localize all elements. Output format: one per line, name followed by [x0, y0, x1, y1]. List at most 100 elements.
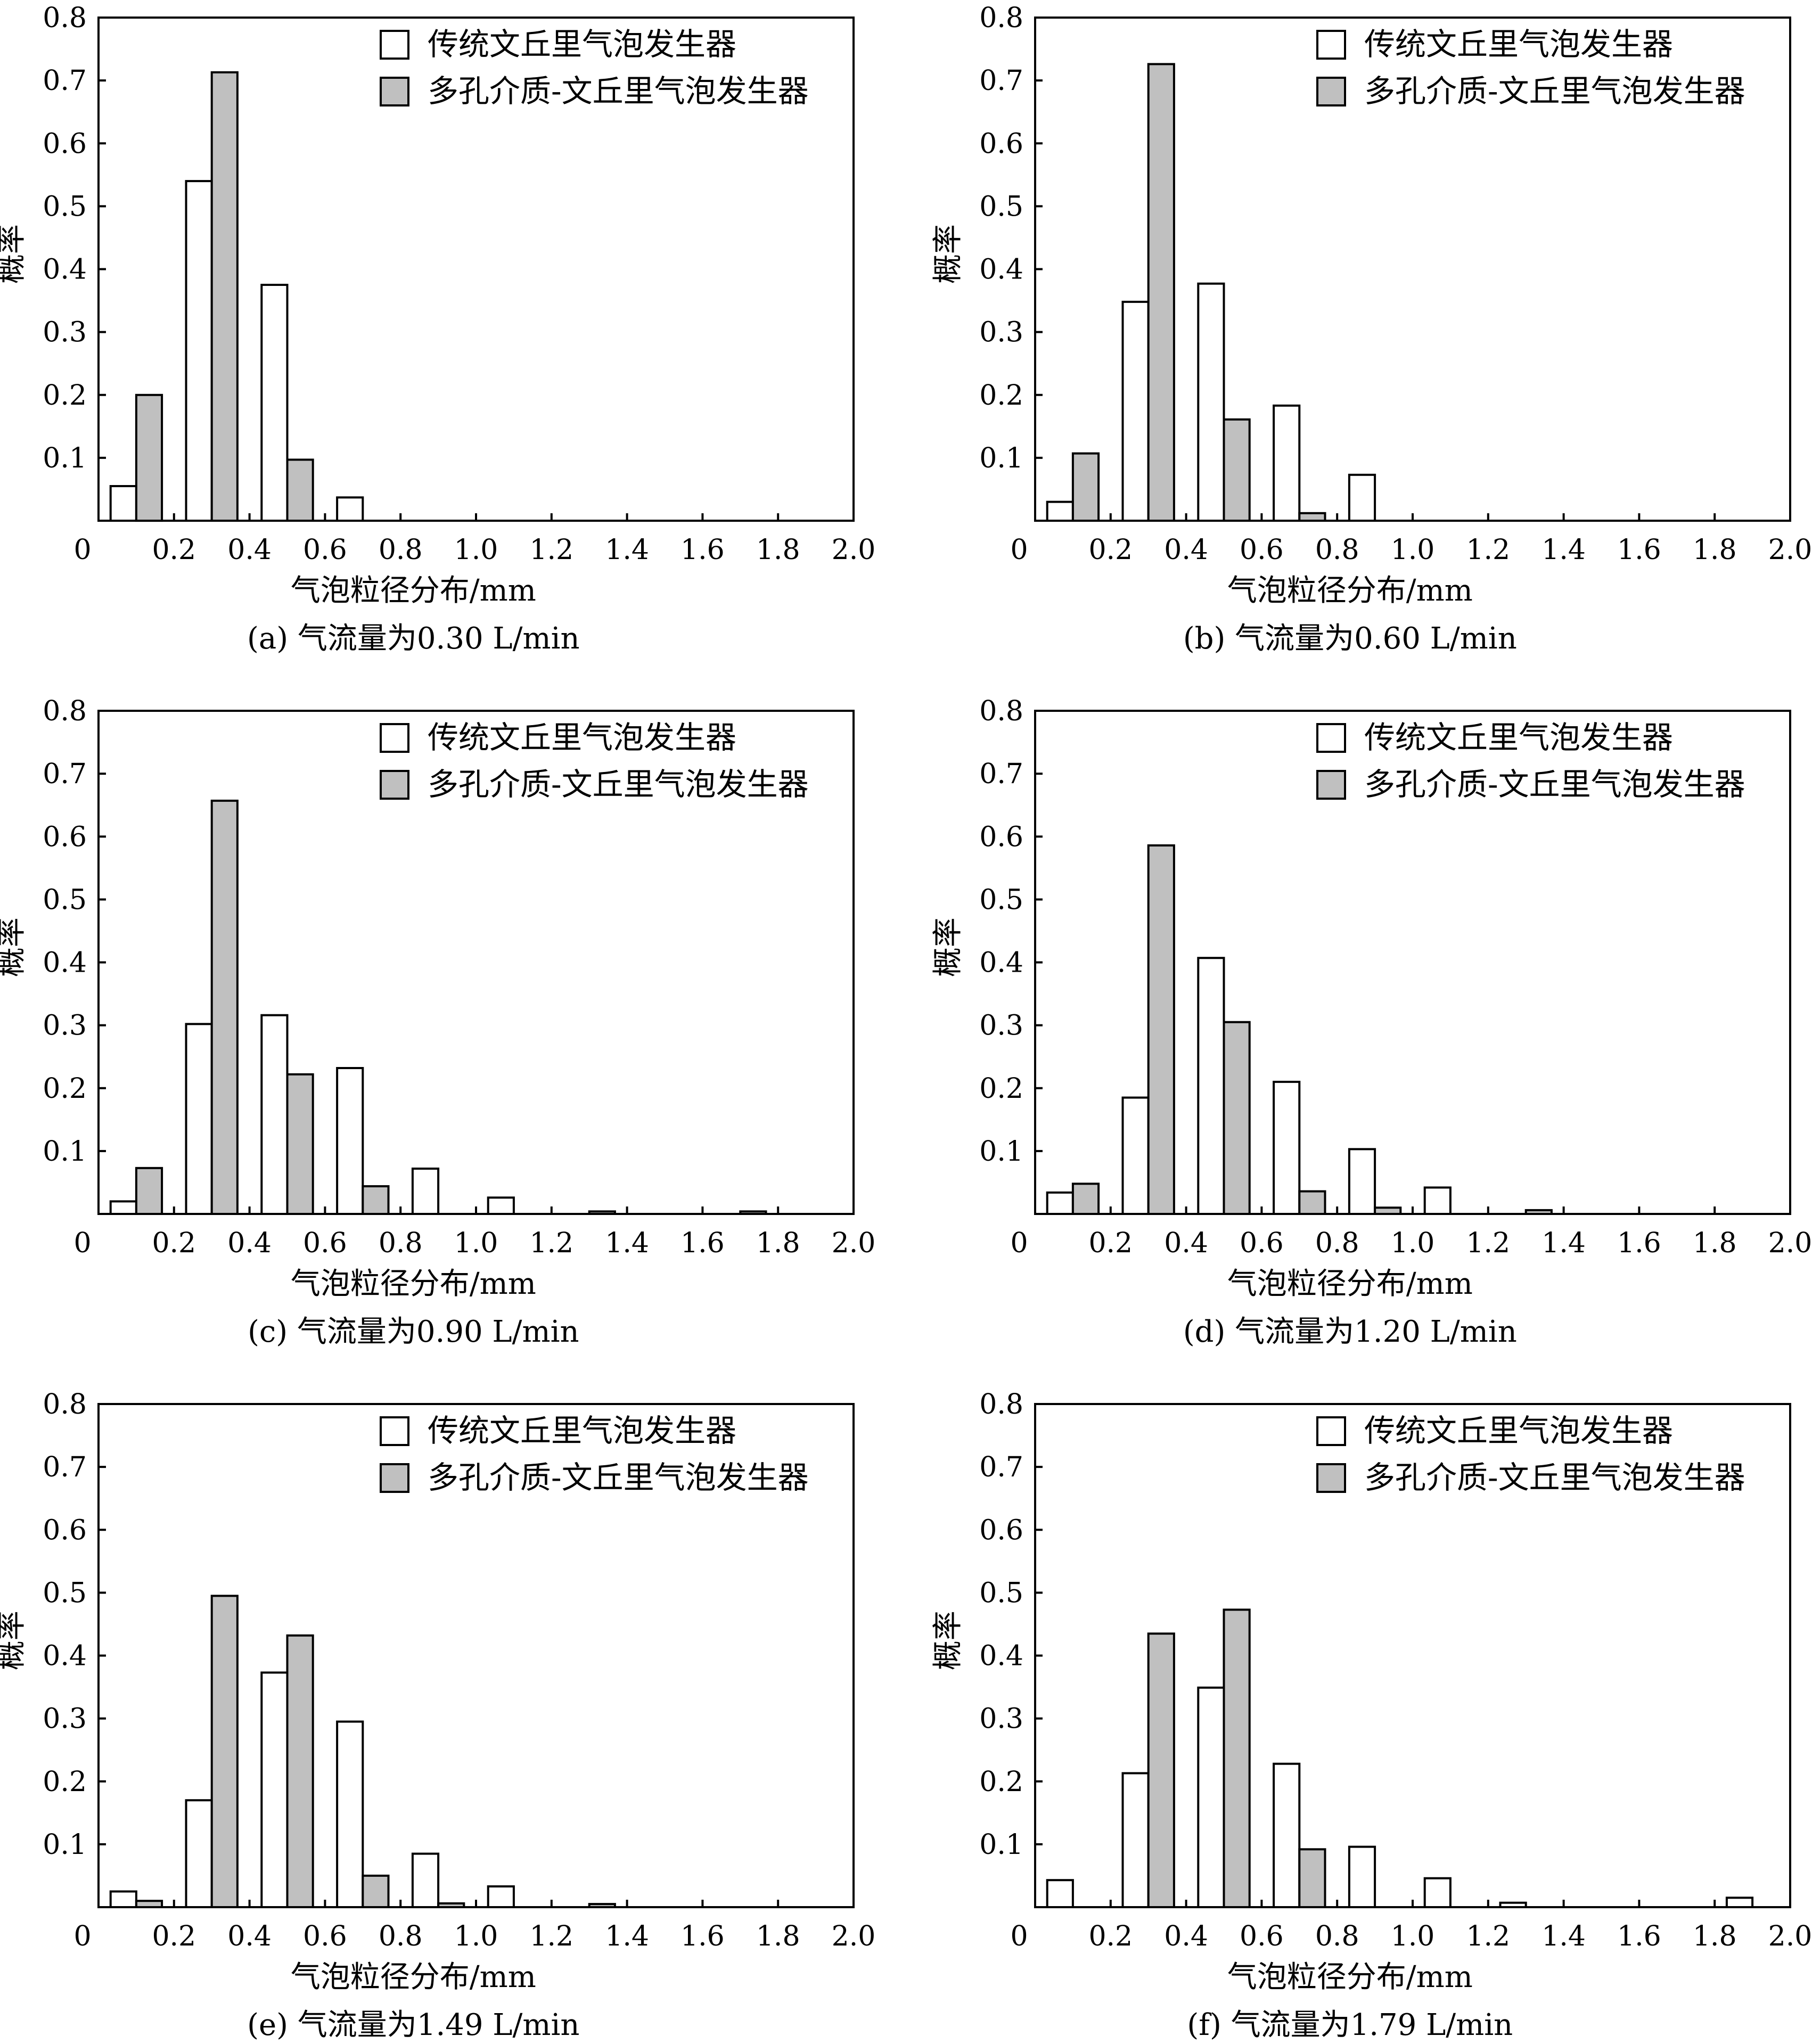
x-tick-label: 0.2 — [152, 1920, 196, 1952]
legend-swatch-traditional — [380, 723, 409, 753]
y-tick-label: 0.7 — [979, 1451, 1023, 1483]
x-tick-label: 0.8 — [1315, 1920, 1359, 1952]
bar-traditional — [1121, 300, 1150, 522]
y-tick-label: 0.6 — [43, 821, 87, 853]
x-tick-label: 1.4 — [1542, 1227, 1586, 1259]
y-axis-label: 概率 — [931, 224, 965, 284]
x-tick-label: 0.4 — [1164, 534, 1208, 566]
bar-porous — [135, 393, 163, 522]
bar-porous — [1071, 1183, 1100, 1216]
x-tick-label: 1.4 — [605, 1920, 649, 1952]
legend-swatch-porous — [380, 77, 409, 106]
legend-swatch-traditional — [1316, 723, 1346, 753]
y-tick-label: 0.6 — [979, 1514, 1023, 1546]
x-tick-label: 1.0 — [454, 1920, 498, 1952]
legend-label-traditional: 传统文丘里气泡发生器 — [1364, 719, 1673, 756]
legend-swatch-traditional — [380, 1416, 409, 1446]
y-tick-label: 0.1 — [43, 442, 87, 474]
bar-traditional — [1273, 1762, 1301, 1908]
bar-traditional — [1197, 282, 1225, 522]
y-tick-label: 0.2 — [979, 380, 1023, 412]
bar-traditional — [336, 1720, 364, 1908]
y-tick-label: 0.5 — [43, 1577, 87, 1609]
bar-traditional — [185, 1799, 213, 1908]
legend-swatch-porous — [1316, 77, 1346, 106]
y-tick-label: 0.8 — [979, 695, 1023, 727]
bar-porous — [362, 1874, 390, 1908]
y-tick-label: 0.5 — [979, 884, 1023, 916]
x-tick-label: 0.6 — [1240, 534, 1284, 566]
y-tick-label: 0.1 — [43, 1829, 87, 1861]
bar-traditional — [260, 1014, 289, 1215]
x-tick-label: 1.8 — [756, 534, 800, 566]
x-tick-label: 0.2 — [152, 534, 196, 566]
legend-label-traditional: 传统文丘里气泡发生器 — [1364, 1413, 1673, 1449]
bar-traditional — [1046, 1191, 1074, 1216]
y-axis-label: 概率 — [0, 1611, 29, 1670]
bar-porous — [1298, 512, 1326, 522]
legend-label-porous: 多孔介质-文丘里气泡发生器 — [428, 73, 809, 109]
panel-caption: (f) 气流量为1.79 L/min — [1187, 2008, 1513, 2042]
y-tick-label: 0.2 — [43, 380, 87, 412]
y-tick-label: 0.5 — [979, 1577, 1023, 1609]
bar-porous — [286, 458, 314, 522]
x-tick-label: 0.6 — [1240, 1227, 1284, 1259]
legend-swatch-traditional — [380, 30, 409, 60]
bar-traditional — [1121, 1096, 1150, 1215]
x-tick-label: 0.6 — [303, 1920, 347, 1952]
bar-traditional — [411, 1852, 440, 1909]
x-tick-label: 0.2 — [1088, 534, 1133, 566]
chart-panel-c: 0.1 0.2 0.3 0.4 0.5 0.6 0.7 0.8 0 0.2 0.4 0.6 0.8 1.0… — [0, 695, 875, 1349]
bar-traditional — [109, 1200, 137, 1215]
x-tick-label: 1.0 — [1391, 1227, 1435, 1259]
bar-porous — [210, 799, 239, 1215]
x-tick-label: 0.8 — [379, 534, 423, 566]
bar-traditional — [1348, 1148, 1376, 1216]
x-tick-label: 1.2 — [1466, 1920, 1510, 1952]
x-tick-label: 1.6 — [680, 1920, 725, 1952]
legend-swatch-porous — [1316, 1463, 1346, 1493]
bar-traditional — [109, 1890, 137, 1908]
chart-panel-b: 0.1 0.2 0.3 0.4 0.5 0.6 0.7 0.8 0 0.2 0.4 0.6 0.8 1.0… — [931, 2, 1812, 656]
legend-swatch-traditional — [1316, 30, 1346, 60]
bar-traditional — [1423, 1186, 1452, 1215]
panel-caption: (a) 气流量为0.30 L/min — [247, 621, 580, 656]
bar-porous — [1147, 1632, 1175, 1908]
bar-porous — [1223, 1021, 1251, 1215]
y-tick-label: 0.1 — [979, 1136, 1023, 1168]
bar-porous — [1298, 1848, 1326, 1909]
legend-label-traditional: 传统文丘里气泡发生器 — [1364, 26, 1673, 62]
x-tick-label: 2.0 — [832, 1920, 876, 1952]
bar-traditional — [1046, 500, 1074, 522]
x-tick-label: 2.0 — [832, 534, 876, 566]
y-tick-label: 0.6 — [979, 128, 1023, 160]
y-tick-label: 0.8 — [979, 1389, 1023, 1421]
x-tick-label: 1.8 — [756, 1920, 800, 1952]
y-tick-label: 0.7 — [43, 758, 87, 790]
y-axis-label: 概率 — [931, 917, 965, 977]
x-tick-label: 0.8 — [379, 1920, 423, 1952]
bar-porous — [1223, 1608, 1251, 1909]
bar-traditional — [185, 1023, 213, 1216]
x-tick-label: 0 — [1010, 534, 1028, 566]
x-tick-label: 0.4 — [227, 534, 272, 566]
y-tick-label: 0.7 — [979, 758, 1023, 790]
legend-label-porous: 多孔介质-文丘里气泡发生器 — [428, 1459, 809, 1496]
bar-traditional — [1725, 1897, 1754, 1909]
y-tick-label: 0.2 — [979, 1073, 1023, 1105]
bar-traditional — [336, 1067, 364, 1215]
bar-porous — [135, 1167, 163, 1216]
legend-label-traditional: 传统文丘里气泡发生器 — [428, 26, 736, 62]
bar-traditional — [1046, 1879, 1074, 1908]
y-tick-label: 0.2 — [43, 1766, 87, 1798]
bar-traditional — [1273, 1080, 1301, 1216]
y-axis-label: 概率 — [0, 224, 29, 284]
bar-porous — [1223, 418, 1251, 522]
y-tick-label: 0.5 — [43, 191, 87, 223]
bar-porous — [210, 71, 239, 522]
y-tick-label: 0.4 — [979, 947, 1023, 979]
